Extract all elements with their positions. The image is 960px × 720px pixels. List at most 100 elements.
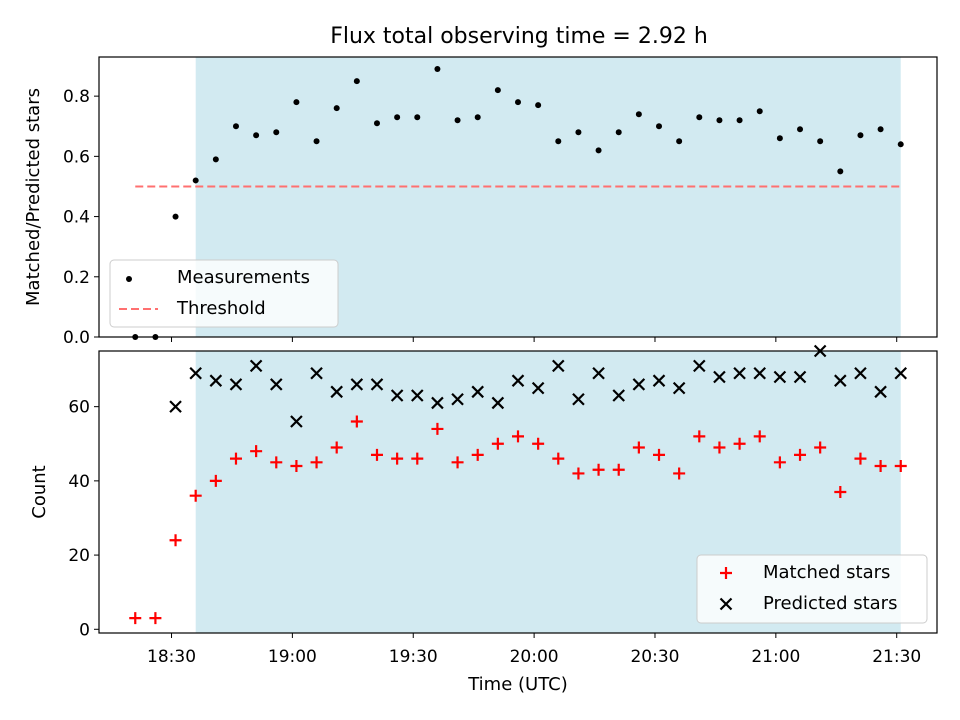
predicted-stars-point xyxy=(773,370,787,384)
matched-stars-point xyxy=(592,463,605,476)
predicted-stars-point xyxy=(209,374,223,387)
predicted-stars-point xyxy=(491,396,505,410)
x-tick-label: 19:30 xyxy=(389,647,438,667)
measurement-point xyxy=(333,105,340,112)
measurement-point xyxy=(232,123,239,130)
legend-predicted-marker xyxy=(719,597,733,611)
measurement-point xyxy=(656,123,663,130)
matched-stars-point xyxy=(310,456,323,469)
ratio-legend: Measurements Threshold xyxy=(109,259,339,328)
count-x-ticks: 18:30 19:00 19:30 20:00 20:30 21:00 21:30 xyxy=(147,633,921,667)
legend-matched-label: Matched stars xyxy=(763,562,890,583)
predicted-stars-point xyxy=(793,370,807,384)
count-y-ticks: 0 20 40 60 xyxy=(68,398,99,640)
predicted-stars-point xyxy=(552,359,565,373)
measurement-point xyxy=(192,177,199,184)
ratio-y-axis-label: Matched/Predicted stars xyxy=(23,88,44,306)
matched-stars-point xyxy=(250,445,263,458)
matched-stars-point xyxy=(874,460,887,473)
x-tick-label: 21:30 xyxy=(872,647,921,667)
matched-stars-point xyxy=(814,441,827,454)
y-tick-label: 60 xyxy=(68,398,90,418)
matched-stars-point xyxy=(572,467,585,480)
measurement-point xyxy=(776,135,783,142)
measurement-point xyxy=(575,129,582,136)
predicted-stars-point xyxy=(693,359,706,373)
matched-stars-point xyxy=(209,474,222,487)
legend-measurements-marker xyxy=(126,276,132,282)
predicted-stars-point xyxy=(330,385,343,399)
x-tick-label: 21:00 xyxy=(751,647,800,667)
measurement-point xyxy=(434,66,441,73)
matched-stars-point xyxy=(411,452,424,465)
count-legend: Matched stars Predicted stars xyxy=(696,554,928,624)
measurement-point xyxy=(454,117,461,124)
predicted-stars-point xyxy=(531,381,545,395)
predicted-stars-point xyxy=(249,359,263,373)
matched-stars-point xyxy=(471,448,484,461)
predicted-stars-point xyxy=(451,392,464,406)
legend-predicted-marker-shape xyxy=(719,597,733,611)
ratio-legend-box xyxy=(109,259,339,328)
measurement-point xyxy=(555,138,562,145)
predicted-stars-point xyxy=(169,400,182,413)
measurement-point xyxy=(635,111,642,118)
x-tick-label: 19:00 xyxy=(268,647,317,667)
measurement-point xyxy=(394,114,401,121)
measurement-point xyxy=(293,99,300,106)
predicted-stars-point xyxy=(894,366,908,380)
matched-stars-point xyxy=(532,437,545,450)
matched-stars-point xyxy=(713,441,726,454)
legend-predicted-label: Predicted stars xyxy=(763,593,897,614)
measurement-point xyxy=(736,117,743,124)
x-tick-label: 20:00 xyxy=(510,647,559,667)
measurement-point xyxy=(676,138,683,145)
predicted-stars-point xyxy=(713,370,726,384)
measurement-point xyxy=(817,138,824,145)
y-tick-label: 0.0 xyxy=(63,328,90,348)
measurement-point xyxy=(414,114,421,121)
ratio-y-ticks: 0.0 0.2 0.4 0.6 0.8 xyxy=(63,87,99,348)
matched-stars-point xyxy=(753,430,766,443)
measurement-point xyxy=(313,138,320,145)
predicted-stars-point xyxy=(572,392,585,406)
measurement-point xyxy=(837,168,844,175)
measurement-points xyxy=(132,66,904,340)
count-y-axis-label: Count xyxy=(29,465,50,518)
matched-stars-point xyxy=(653,448,666,461)
matched-stars-point xyxy=(491,437,504,450)
predicted-stars-point xyxy=(370,378,384,391)
count-panel-frame xyxy=(98,350,938,634)
measurement-point xyxy=(877,126,884,133)
measurement-point xyxy=(373,120,380,127)
matched-stars-point xyxy=(270,456,283,469)
measurement-point xyxy=(716,117,723,124)
matched-stars-point xyxy=(330,441,343,454)
chart-title: Flux total observing time = 2.92 h xyxy=(330,24,708,49)
predicted-stars-point xyxy=(310,366,323,380)
y-tick-label: 20 xyxy=(68,546,90,566)
matched-stars-point xyxy=(431,422,444,435)
y-tick-label: 0.6 xyxy=(63,147,90,167)
measurement-point xyxy=(595,147,602,154)
predicted-stars-point xyxy=(854,366,867,380)
matched-stars-point xyxy=(129,612,142,625)
legend-threshold-label: Threshold xyxy=(176,298,266,319)
ratio-panel-frame xyxy=(98,56,938,338)
measurement-point xyxy=(535,102,542,109)
measurement-point xyxy=(253,132,260,139)
matched-stars-point xyxy=(370,448,383,461)
matched-stars-point xyxy=(632,441,645,454)
predicted-stars-point xyxy=(612,389,625,402)
matched-stars-point xyxy=(350,415,363,428)
predicted-stars-point xyxy=(511,374,525,387)
measurement-point xyxy=(696,114,703,121)
x-tick-label: 20:30 xyxy=(630,647,679,667)
predicted-stars-point xyxy=(290,415,303,428)
y-tick-label: 0.2 xyxy=(63,268,90,288)
matched-stars-point xyxy=(854,452,867,465)
measurement-point xyxy=(474,114,481,121)
matched-stars-point xyxy=(894,460,907,473)
matched-stars-point xyxy=(673,467,686,480)
x-tick-label: 18:30 xyxy=(147,647,196,667)
